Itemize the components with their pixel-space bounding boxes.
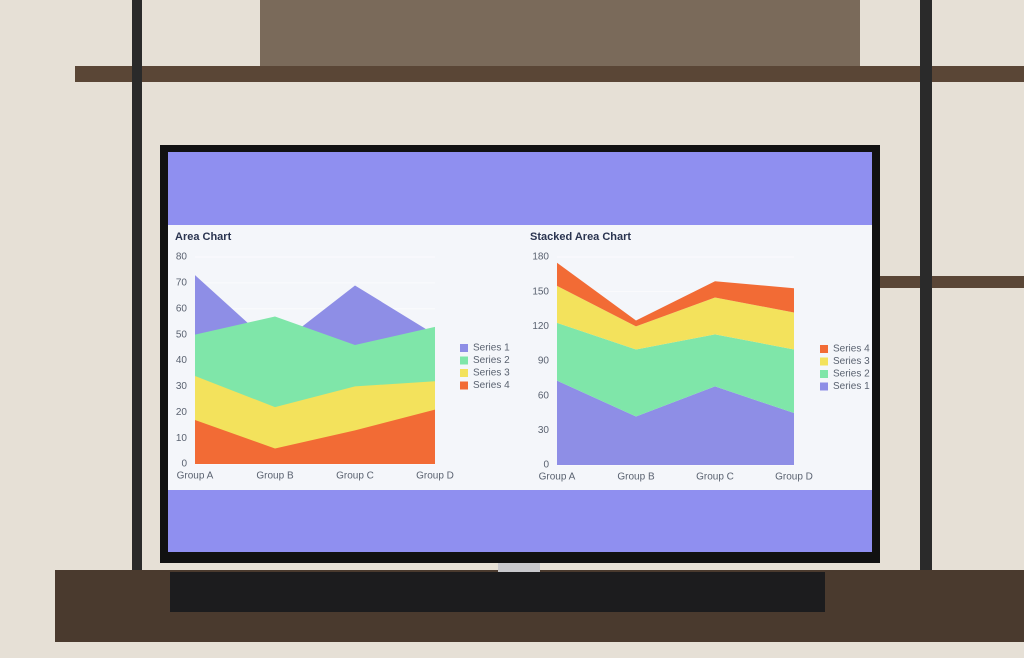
y-tick-label: 150 [532,286,549,297]
x-tick-label: Group C [696,472,734,483]
legend-label: Series 2 [473,355,510,366]
x-tick-label: Group D [775,472,813,483]
area [557,380,794,465]
area [557,322,794,417]
shelf-small [880,276,1024,288]
legend-swatch [820,357,828,366]
y-tick-label: 0 [181,459,187,470]
legend-label: Series 3 [473,368,510,379]
area [557,285,794,350]
soundbar [170,572,825,612]
legend-label: Series 1 [473,343,510,354]
legend-swatch [820,382,828,391]
y-tick-label: 50 [176,329,188,340]
x-tick-label: Group A [539,472,576,483]
y-tick-label: 40 [176,355,188,366]
legend-label: Series 3 [833,356,870,367]
area [195,409,435,464]
y-tick-label: 90 [538,356,550,367]
legend-swatch [460,356,468,365]
y-tick-label: 20 [176,407,188,418]
legend-label: Series 4 [833,344,870,355]
y-tick-label: 0 [543,460,549,471]
legend-swatch [460,381,468,390]
x-tick-label: Group D [416,471,454,482]
books [260,0,860,70]
chart-title: Stacked Area Chart [530,231,631,243]
y-tick-label: 30 [538,425,550,436]
x-tick-label: Group C [336,471,374,482]
y-tick-label: 180 [532,252,549,263]
legend-label: Series 1 [833,381,870,392]
legend-label: Series 4 [473,380,510,391]
legend-swatch [460,344,468,352]
y-tick-label: 80 [176,252,188,263]
area [557,262,794,327]
legend-swatch [820,345,828,353]
pipe [920,0,932,590]
pipe [132,0,142,590]
y-tick-label: 10 [176,433,188,444]
legend-swatch [820,370,828,378]
y-tick-label: 70 [176,278,188,289]
y-tick-label: 120 [532,321,549,332]
shelf [75,66,1024,82]
x-tick-label: Group B [256,471,294,482]
x-tick-label: Group A [177,471,214,482]
y-tick-label: 60 [176,303,188,314]
x-tick-label: Group B [617,472,655,483]
legend-label: Series 2 [833,369,870,380]
y-tick-label: 30 [176,381,188,392]
legend-swatch [460,369,468,377]
chart-title: Area Chart [175,231,232,243]
y-tick-label: 60 [538,390,550,401]
